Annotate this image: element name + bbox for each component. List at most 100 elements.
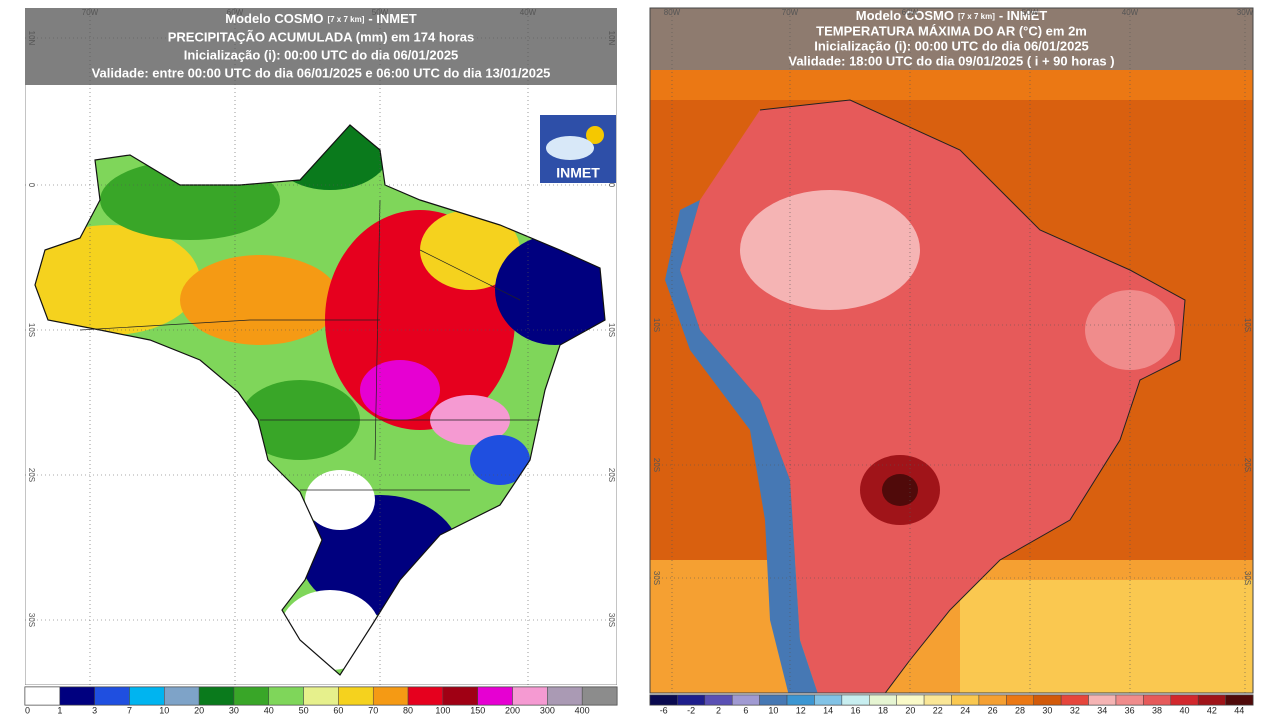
lat-label: 0	[607, 183, 616, 188]
colorbar-label: 10	[768, 705, 778, 715]
color-swatch	[442, 686, 478, 706]
warm-area	[740, 190, 920, 310]
color-swatch	[1170, 694, 1199, 706]
color-swatch	[512, 686, 548, 706]
color-swatch	[951, 694, 980, 706]
lon-label: 80W	[664, 8, 681, 17]
title-part: - INMET	[368, 11, 416, 26]
colorbar-label: 2	[716, 705, 721, 715]
lon-label: 30W	[1237, 8, 1254, 17]
title-part: [7 x 7 km]	[327, 15, 364, 24]
color-swatch	[1143, 694, 1172, 706]
color-swatch	[677, 694, 706, 706]
colorbar-label: 12	[796, 705, 806, 715]
ocean-band	[650, 70, 1253, 100]
lat-label: 20S	[1243, 458, 1252, 472]
color-swatch	[581, 686, 618, 706]
color-swatch	[731, 694, 760, 706]
left-map: INMET	[25, 8, 617, 685]
color-swatch	[923, 694, 952, 706]
colorbar-label: 1	[57, 705, 62, 715]
color-swatch	[841, 694, 870, 706]
color-swatch	[649, 694, 678, 706]
lon-label: 60W	[227, 8, 244, 17]
color-swatch	[338, 686, 374, 706]
color-swatch	[303, 686, 339, 706]
colorbar-label: 36	[1125, 705, 1135, 715]
country-outline	[34, 124, 606, 676]
color-swatch	[869, 694, 897, 706]
color-swatch	[94, 686, 130, 706]
map-frame	[649, 7, 1254, 694]
lat-label: 20S	[27, 468, 36, 482]
color-swatch	[1088, 694, 1117, 706]
color-swatch	[1115, 694, 1144, 706]
colorbar-label: 14	[823, 705, 833, 715]
lat-label: 10S	[607, 323, 616, 337]
logo-cloud	[546, 136, 594, 160]
color-swatch	[129, 686, 165, 706]
colorbar-label: 30	[229, 705, 239, 715]
color-swatch	[704, 694, 733, 706]
colorbar-label: 70	[368, 705, 378, 715]
logo-text: INMET	[556, 165, 600, 181]
logo-sun	[586, 126, 604, 144]
colorbar-label: 38	[1152, 705, 1162, 715]
colorbar-label: 44	[1234, 705, 1244, 715]
colorbar-label: 200	[505, 705, 520, 715]
colorbar-label: 7	[127, 705, 132, 715]
colorbar-label: 80	[403, 705, 413, 715]
lat-label: 10S	[27, 323, 36, 337]
title: Modelo COSMO [7 x 7 km] - INMET	[225, 11, 417, 26]
colorbar-label: 150	[470, 705, 485, 715]
lon-label: 40W	[1122, 8, 1139, 17]
color-swatch	[1197, 694, 1226, 706]
colorbar-label: 400	[575, 705, 590, 715]
color-swatch	[372, 686, 409, 706]
lat-label: 10S	[1243, 318, 1252, 332]
color-swatch	[1225, 694, 1254, 706]
colorbar-label: 100	[435, 705, 450, 715]
lon-label: 40W	[520, 8, 537, 17]
color-swatch	[24, 686, 61, 706]
title-part: Modelo COSMO	[225, 11, 323, 26]
subtitle: Validade: entre 00:00 UTC do dia 06/01/2…	[92, 65, 551, 80]
color-swatch	[786, 694, 815, 706]
colorbar-label: 0	[25, 705, 30, 715]
right-map	[650, 8, 1253, 693]
colorbar-label: 20	[194, 705, 204, 715]
lat-label: 10N	[27, 31, 36, 46]
lat-label: 30S	[607, 613, 616, 627]
title-part: [7 x 7 km]	[958, 12, 995, 21]
lat-label: 20S	[652, 458, 661, 472]
colorbar-label: 22	[933, 705, 943, 715]
andes	[665, 200, 818, 693]
lon-label: 50W	[372, 8, 389, 17]
lon-label: 60W	[902, 8, 919, 17]
color-swatch	[547, 686, 583, 706]
color-swatch	[407, 686, 444, 706]
lon-label: 50W	[1022, 8, 1039, 17]
colorbar-label: 16	[851, 705, 861, 715]
color-swatch	[198, 686, 235, 706]
lat-label: 10S	[652, 318, 661, 332]
subtitle: TEMPERATURA MÁXIMA DO AR (°C) em 2m	[816, 23, 1087, 38]
colorbar-label: -2	[687, 705, 695, 715]
colorbar-label: 24	[960, 705, 970, 715]
subtitle: PRECIPITAÇÃO ACUMULADA (mm) em 174 horas	[168, 29, 475, 44]
color-swatch	[978, 694, 1007, 706]
color-swatch	[814, 694, 843, 706]
title: Modelo COSMO [7 x 7 km] - INMET	[856, 8, 1048, 23]
lat-label: 10N	[607, 31, 616, 46]
subtitle: Validade: 18:00 UTC do dia 09/01/2025 ( …	[788, 53, 1114, 68]
colorbar-label: 60	[333, 705, 343, 715]
hot-core	[882, 474, 918, 506]
colorbar-label: 34	[1097, 705, 1107, 715]
color-swatch	[759, 694, 788, 706]
colorbar-label: 6	[743, 705, 748, 715]
lon-label: 70W	[782, 8, 799, 17]
colorbar-label: 20	[905, 705, 915, 715]
colorbar-label: 3	[92, 705, 97, 715]
lat-label: 20S	[607, 468, 616, 482]
